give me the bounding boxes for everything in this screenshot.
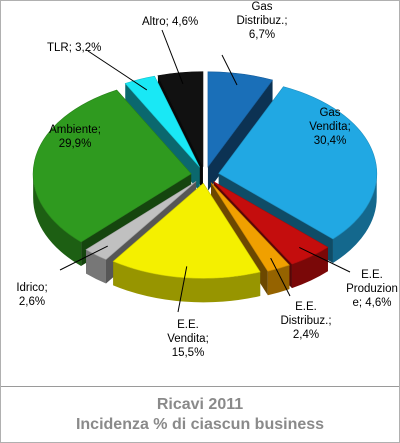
slice-label-line: Idrico; xyxy=(16,282,47,294)
leader-line xyxy=(299,247,351,273)
pie-slice-rim xyxy=(113,261,261,303)
leader-line xyxy=(270,257,291,297)
slice-label-line: 6,7% xyxy=(249,29,275,41)
slice-label: TLR; 3,2% xyxy=(47,42,101,54)
pie-slice-5 xyxy=(85,181,197,260)
slice-label-line: Gas xyxy=(251,1,272,13)
slice-label: Gas Vendita; 30,4% xyxy=(309,107,351,147)
slice-label-line: 15,5% xyxy=(172,347,205,359)
pie-slice-3 xyxy=(210,182,290,272)
slice-label: E.E. Distribuz.; 2,4% xyxy=(280,301,331,341)
slice-label-line: Ambiente; xyxy=(49,124,101,136)
pie-slice-rim xyxy=(332,173,377,264)
caption-year: Ricavi 2011 xyxy=(156,396,244,413)
slice-label: Altro; 4,6% xyxy=(142,16,198,28)
pie-slice-rim xyxy=(86,249,106,284)
pie-chart: Gas Distribuz.; 6,7% Gas Vendita; 30,4% E.E. Pr… xyxy=(16,1,398,359)
pie-slice-rim xyxy=(33,173,82,266)
slice-label-line: 2,4% xyxy=(293,329,319,341)
slice-label-line: 29,9% xyxy=(59,138,92,150)
pie-slice-8 xyxy=(157,71,204,167)
slice-label: E.E. Vendita; 15,5% xyxy=(167,319,209,359)
slice-label-line: Produzion xyxy=(346,283,398,295)
slice-label-line: Altro; 4,6% xyxy=(142,16,198,28)
pie-slice-rim xyxy=(267,265,290,296)
leader-line xyxy=(161,29,184,85)
leader-line xyxy=(59,245,108,271)
caption-subtitle: Incidenza % di ciascun business xyxy=(75,416,325,433)
slice-label-line: 30,4% xyxy=(314,135,347,147)
slice-label-line: E.E. xyxy=(361,269,383,281)
chart-caption: Ricavi 2011 Incidenza % di ciascun busin… xyxy=(1,386,399,443)
leader-line xyxy=(221,54,238,86)
slice-label-line: E.E. xyxy=(295,301,317,313)
pie-slice-6 xyxy=(32,89,192,243)
slice-label-line: Gas xyxy=(319,107,340,119)
slice-label-line: e; 4,6% xyxy=(353,297,392,309)
pie-slice-1 xyxy=(218,86,377,240)
slice-label-line: E.E. xyxy=(177,319,199,331)
slice-label-line: Distribuz.; xyxy=(280,315,331,327)
slice-label-line: TLR; 3,2% xyxy=(47,42,101,54)
slice-label: Gas Distribuz.; 6,7% xyxy=(236,1,287,41)
leader-line xyxy=(87,50,148,91)
slice-label-line: 2,6% xyxy=(19,296,45,308)
pie-slice-2 xyxy=(213,181,329,265)
pie-slice-7 xyxy=(124,75,200,168)
slice-label-line: Distribuz.; xyxy=(236,15,287,27)
slice-label: Ambiente; 29,9% xyxy=(49,124,101,150)
pie-slice-0 xyxy=(207,71,274,168)
slice-label: E.E. Produzion e; 4,6% xyxy=(346,269,398,309)
slice-label-line: Vendita; xyxy=(309,121,351,133)
leader-line xyxy=(177,266,188,313)
pie-slice-side xyxy=(207,80,273,191)
slice-label: Idrico; 2,6% xyxy=(16,282,47,308)
slice-label-line: Vendita; xyxy=(167,333,209,345)
